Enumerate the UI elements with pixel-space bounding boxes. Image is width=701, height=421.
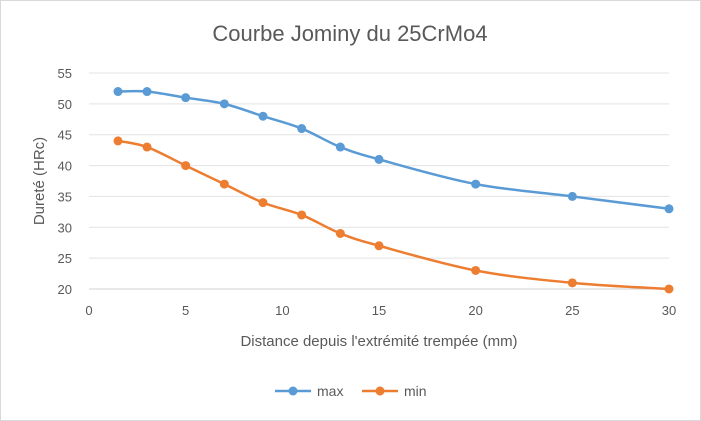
x-tick-label: 15 xyxy=(372,303,386,318)
data-point-max xyxy=(297,124,307,134)
x-axis-title: Distance depuis l'extrémité trempée (mm) xyxy=(240,333,517,350)
data-point-min xyxy=(258,198,268,208)
data-point-max xyxy=(113,87,123,97)
data-point-max xyxy=(258,111,268,121)
y-tick-label: 20 xyxy=(58,282,72,297)
x-tick-label: 0 xyxy=(85,303,92,318)
data-point-max xyxy=(219,99,229,109)
data-point-min xyxy=(471,265,481,275)
data-point-min xyxy=(297,210,307,220)
data-point-max xyxy=(142,87,152,97)
legend-marker-max xyxy=(288,386,298,396)
y-tick-label: 35 xyxy=(58,189,72,204)
legend: max min xyxy=(275,383,427,399)
x-tick-label: 5 xyxy=(182,303,189,318)
x-tick-label: 20 xyxy=(468,303,482,318)
x-tick-label: 10 xyxy=(275,303,289,318)
data-point-min xyxy=(113,136,123,146)
data-point-max xyxy=(335,142,345,152)
data-point-min xyxy=(335,228,345,238)
data-point-max xyxy=(664,204,674,214)
y-tick-label: 50 xyxy=(58,97,72,112)
x-tick-label: 30 xyxy=(662,303,676,318)
y-tick-label: 25 xyxy=(58,251,72,266)
data-point-max xyxy=(181,93,191,103)
data-point-max xyxy=(471,179,481,189)
y-tick-label: 45 xyxy=(58,128,72,143)
legend-label-max: max xyxy=(317,383,343,399)
series-line-max xyxy=(117,89,670,211)
data-point-min xyxy=(181,161,191,171)
y-tick-label: 40 xyxy=(58,159,72,174)
x-tick-label: 25 xyxy=(565,303,579,318)
legend-label-min: min xyxy=(404,383,427,399)
data-point-min xyxy=(567,278,577,288)
y-tick-label: 30 xyxy=(58,220,72,235)
x-tick-labels: 0 5 10 15 20 25 30 xyxy=(85,303,676,318)
data-point-max xyxy=(567,191,577,201)
series-line-min xyxy=(117,139,670,291)
series-group xyxy=(113,87,674,294)
legend-marker-min xyxy=(375,386,385,396)
data-point-min xyxy=(664,284,674,294)
data-point-min xyxy=(219,179,229,189)
data-point-max xyxy=(374,154,384,164)
y-tick-label: 55 xyxy=(58,66,72,81)
y-tick-labels: 20 25 30 35 40 45 50 55 xyxy=(58,66,72,297)
gridlines xyxy=(89,72,669,290)
chart-title: Courbe Jominy du 25CrMo4 xyxy=(212,21,487,46)
data-point-min xyxy=(142,142,152,152)
data-point-min xyxy=(374,241,384,251)
y-axis-title: Dureté (HRc) xyxy=(31,137,48,225)
